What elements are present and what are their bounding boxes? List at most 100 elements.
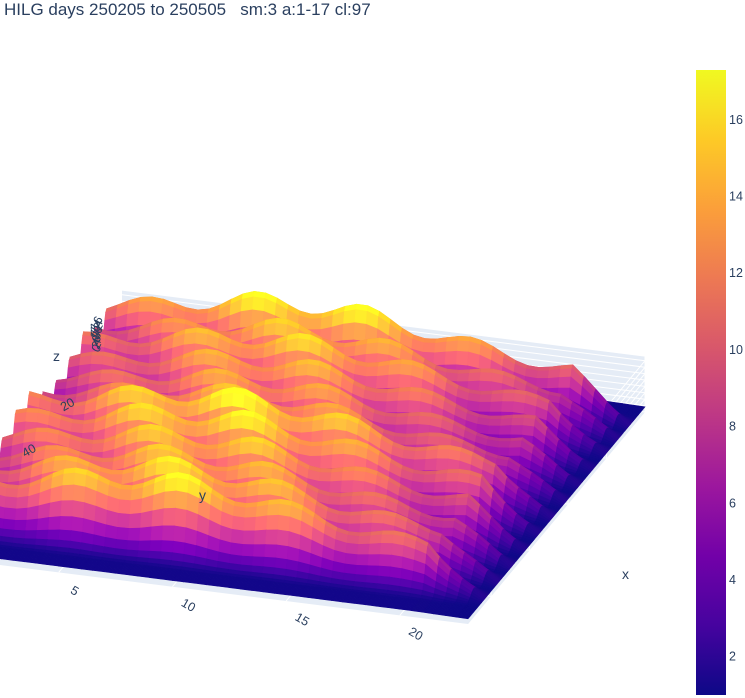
surface-cell (396, 400, 410, 413)
surface-cell (387, 374, 401, 389)
surface-cell (365, 366, 379, 377)
surface-cell (354, 309, 368, 325)
surface-cell (375, 374, 389, 390)
surface-cell (240, 296, 254, 312)
surface-cell (118, 389, 132, 404)
surface-cell (435, 458, 449, 472)
surface-cell (511, 417, 525, 426)
surface-cell (377, 342, 391, 356)
surface-cell (496, 447, 510, 457)
surface-cell (82, 422, 96, 434)
surface-cell (546, 377, 560, 389)
surface-cell (497, 441, 511, 449)
surface-cell (100, 369, 114, 375)
surface-cell (138, 345, 152, 356)
surface-cell (54, 381, 68, 391)
surface-cell (412, 459, 427, 472)
surface-cell (402, 449, 416, 461)
surface-cell (407, 400, 421, 415)
surface-cell (399, 363, 413, 377)
surface-cell (444, 350, 458, 366)
surface-cell (161, 322, 175, 334)
surface-cell (427, 436, 441, 446)
surface-cell (70, 423, 84, 434)
surface-cell (478, 401, 492, 413)
surface-cell (270, 392, 284, 403)
surface-cell (240, 347, 254, 360)
surface-cell (322, 417, 337, 431)
surface-cell (456, 340, 470, 353)
surface-cell (436, 449, 450, 460)
surface-cell (306, 363, 320, 378)
surface-cell (423, 338, 437, 344)
surface-cell (489, 415, 503, 420)
surface-plot (0, 291, 646, 620)
surface-cell (508, 447, 522, 457)
surface-cell (251, 347, 265, 360)
surface-cell (374, 392, 388, 403)
surface-cell (502, 389, 516, 394)
surface-cell (559, 368, 573, 378)
surface-cell (261, 371, 275, 382)
surface-cell (445, 340, 459, 353)
surface-cell (304, 387, 318, 400)
surface-cell (263, 322, 277, 337)
surface-cell (537, 366, 551, 372)
surface-cell (408, 391, 422, 403)
surface-cell (129, 389, 143, 405)
surface-cell (424, 458, 438, 472)
surface-cell (157, 380, 171, 386)
surface-cell (501, 393, 515, 403)
surface-cell (194, 332, 208, 346)
surface-cell (220, 392, 234, 409)
surface-cell (434, 341, 448, 354)
surface-cell (99, 373, 113, 383)
surface-cell (25, 412, 39, 423)
surface-cell (138, 301, 152, 313)
surface-cell (343, 309, 357, 325)
surface-cell (499, 418, 513, 427)
surface-cell (437, 445, 451, 451)
surface-cell (252, 296, 266, 312)
surface-cell (147, 366, 161, 376)
surface-cell (388, 363, 402, 376)
surface-cell (271, 388, 285, 394)
surface-cell (138, 407, 153, 423)
surface-cell (126, 311, 140, 328)
surface-cell (309, 313, 323, 320)
surface-cell (202, 372, 216, 386)
surface-cell (500, 401, 514, 413)
surface-cell (204, 353, 218, 367)
surface-cell (285, 338, 299, 353)
surface-cell (365, 342, 379, 355)
surface-cell (512, 401, 526, 415)
surface-cell (297, 338, 311, 353)
surface-cell (479, 372, 493, 382)
surface-cell (510, 425, 524, 436)
surface-cell (404, 436, 418, 446)
surface-cell (406, 415, 420, 426)
surface-cell (521, 425, 535, 437)
surface-cell (274, 322, 288, 337)
surface-cell (456, 373, 470, 383)
surface-cell (547, 369, 561, 379)
surface-cell (536, 370, 550, 379)
surface-cell (386, 391, 400, 403)
surface-cell (330, 323, 344, 343)
surface-cell (376, 364, 390, 377)
surface-cell (295, 363, 309, 377)
surface-cell (558, 376, 572, 389)
surface-cell (509, 440, 523, 449)
surface-cell (498, 438, 512, 442)
surface-cell (425, 449, 439, 460)
surface-cell (384, 416, 398, 426)
surface-cell (385, 400, 399, 414)
surface-cell (413, 450, 427, 461)
surface-cell (334, 417, 348, 432)
surface-cell (467, 372, 482, 382)
surface-cell (366, 362, 380, 368)
surface-cell (183, 332, 197, 346)
surface-cell (195, 312, 209, 324)
surface-cell (308, 318, 323, 331)
